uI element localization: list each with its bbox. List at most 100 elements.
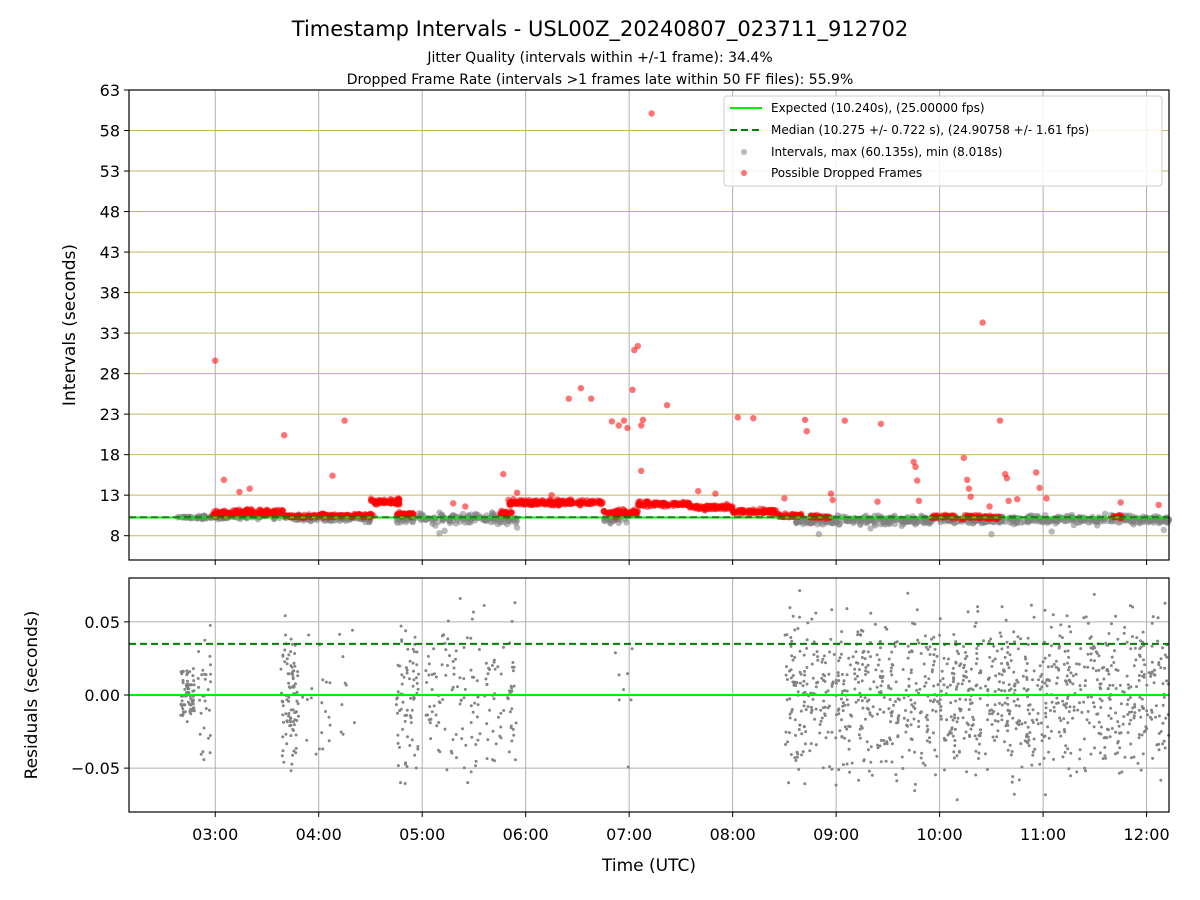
- y-tick-label: 8: [110, 527, 120, 546]
- data-point: [796, 627, 800, 630]
- data-point: [845, 698, 849, 702]
- data-point: [1057, 730, 1061, 734]
- data-point: [1042, 756, 1046, 760]
- data-point: [1078, 757, 1082, 761]
- data-point: [916, 638, 920, 642]
- data-point: [784, 730, 788, 734]
- data-point: [1048, 528, 1055, 535]
- data-point: [973, 734, 977, 738]
- data-point: [894, 680, 898, 684]
- data-point: [1098, 751, 1102, 755]
- data-point: [202, 758, 206, 762]
- data-point: [458, 676, 462, 680]
- data-point: [910, 518, 917, 525]
- data-point: [410, 708, 414, 712]
- data-point: [1085, 718, 1089, 722]
- data-point: [499, 711, 503, 715]
- data-point: [203, 677, 207, 681]
- data-point: [740, 508, 748, 515]
- data-point: [791, 614, 795, 618]
- data-point: [821, 766, 825, 770]
- data-point: [890, 714, 893, 718]
- data-point: [838, 656, 842, 660]
- data-point: [187, 683, 191, 687]
- data-point: [382, 498, 390, 506]
- data-point: [430, 688, 434, 691]
- data-point: [871, 705, 875, 709]
- data-point: [1056, 676, 1060, 680]
- data-point: [1009, 659, 1013, 663]
- data-point: [904, 730, 908, 734]
- data-point: [533, 500, 540, 507]
- data-point: [651, 502, 658, 509]
- data-point: [946, 733, 950, 737]
- data-point: [450, 500, 457, 507]
- data-point: [508, 710, 512, 714]
- data-point: [1103, 736, 1107, 739]
- data-point: [339, 730, 343, 734]
- data-point: [952, 756, 956, 760]
- data-point: [883, 742, 886, 746]
- data-point: [296, 670, 300, 674]
- data-point: [512, 733, 516, 737]
- data-point: [1028, 731, 1032, 734]
- data-point: [958, 697, 962, 701]
- data-point: [868, 711, 872, 715]
- data-point: [199, 752, 203, 756]
- data-point: [1094, 669, 1098, 673]
- data-point: [895, 779, 899, 783]
- data-point: [665, 502, 672, 510]
- data-point: [887, 686, 891, 690]
- data-point: [1082, 616, 1086, 620]
- data-point: [862, 759, 866, 763]
- data-point: [1043, 681, 1047, 685]
- data-point: [396, 733, 400, 737]
- data-point: [291, 685, 295, 689]
- data-point: [1000, 662, 1004, 665]
- data-point: [287, 695, 291, 699]
- data-point: [851, 655, 855, 659]
- data-point: [1079, 647, 1083, 651]
- data-point: [951, 718, 955, 722]
- data-point: [595, 498, 603, 505]
- data-point: [505, 496, 512, 504]
- data-point: [367, 495, 375, 502]
- data-point: [412, 697, 416, 701]
- legend-intervals-swatch: [741, 149, 747, 155]
- data-point: [995, 735, 999, 739]
- data-point: [289, 716, 293, 720]
- data-point: [1092, 644, 1095, 648]
- data-point: [1036, 484, 1043, 492]
- data-point: [942, 683, 946, 687]
- data-point: [320, 731, 324, 735]
- data-point: [1157, 714, 1161, 718]
- data-point: [1150, 708, 1153, 712]
- data-point: [408, 659, 412, 663]
- data-point: [1031, 678, 1034, 682]
- data-point: [1065, 674, 1069, 678]
- data-point: [456, 518, 464, 525]
- data-point: [1032, 737, 1036, 741]
- data-point: [1020, 765, 1024, 769]
- data-point: [895, 640, 899, 644]
- data-point: [1080, 710, 1084, 714]
- data-point: [1017, 719, 1021, 723]
- data-point: [797, 728, 801, 731]
- data-point: [1025, 678, 1029, 681]
- data-point: [787, 781, 791, 785]
- data-point: [502, 709, 506, 712]
- data-point: [180, 703, 184, 707]
- data-point: [1023, 721, 1027, 725]
- data-point: [497, 715, 500, 719]
- data-point: [906, 644, 910, 648]
- data-point: [836, 671, 840, 675]
- data-point: [1139, 639, 1142, 643]
- data-point: [882, 739, 886, 742]
- data-point: [1026, 643, 1030, 646]
- data-point: [1069, 630, 1073, 634]
- x-tick-label: 04:00: [296, 825, 342, 844]
- data-point: [1069, 751, 1073, 755]
- data-point: [1019, 742, 1023, 746]
- data-point: [236, 488, 243, 496]
- data-point: [875, 712, 879, 716]
